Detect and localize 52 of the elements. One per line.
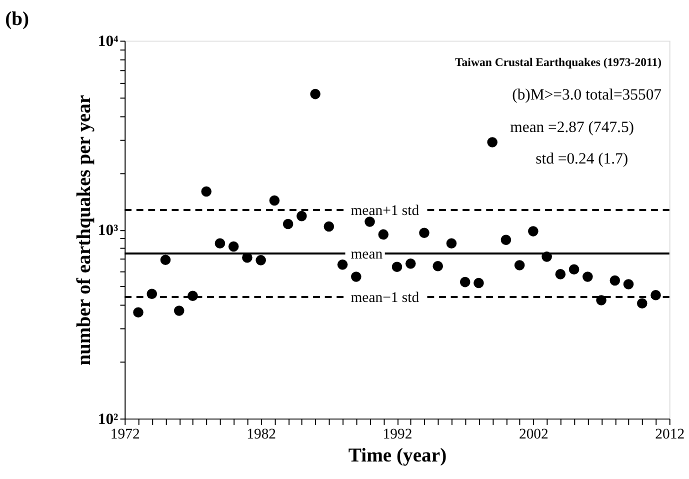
annotation: (b)M>=3.0 total=35507 xyxy=(512,86,662,104)
x-axis-title: Time (year) xyxy=(348,445,447,466)
point xyxy=(474,278,484,288)
point xyxy=(160,254,171,265)
y-tick-label: 10² xyxy=(98,410,119,428)
point xyxy=(324,221,334,232)
point xyxy=(405,258,416,269)
ref-line-label: mean−1 std xyxy=(350,290,420,306)
point xyxy=(269,195,280,206)
ref-line-label: mean+1 std xyxy=(350,202,420,219)
point xyxy=(568,264,580,275)
point xyxy=(228,241,239,252)
annotation: mean =2.87 (747.5) xyxy=(510,118,634,136)
point xyxy=(378,229,389,240)
point xyxy=(460,276,470,288)
point xyxy=(419,228,430,238)
chart-title: (b) xyxy=(5,9,30,30)
point xyxy=(555,269,566,280)
point xyxy=(636,298,648,309)
x-tick-label: 2012 xyxy=(655,426,685,443)
point xyxy=(432,260,444,272)
point xyxy=(174,306,184,316)
point xyxy=(214,238,226,248)
point xyxy=(528,226,538,236)
point xyxy=(310,88,320,100)
point xyxy=(596,295,606,306)
point xyxy=(133,307,144,318)
point xyxy=(392,262,402,272)
x-tick-label: 2002 xyxy=(518,426,548,443)
point xyxy=(337,259,348,270)
x-tick-label: 1972 xyxy=(110,426,140,443)
point xyxy=(201,186,212,197)
point xyxy=(623,279,634,290)
point xyxy=(351,272,362,282)
point xyxy=(610,275,620,286)
x-tick-label: 1982 xyxy=(246,426,276,443)
x-tick-label: 1992 xyxy=(382,426,412,443)
point xyxy=(582,272,593,282)
y-tick-label: 10³ xyxy=(98,222,119,240)
point xyxy=(296,210,307,222)
point xyxy=(487,137,498,148)
point xyxy=(364,216,375,227)
point xyxy=(282,218,294,230)
annotation: std =0.24 (1.7) xyxy=(536,150,628,168)
annotation: Taiwan Crustal Earthquakes (1973-2011) xyxy=(455,56,662,70)
y-axis-title: number of earthquakes per year xyxy=(74,94,96,366)
point xyxy=(446,238,457,248)
point xyxy=(256,255,266,266)
point xyxy=(500,234,512,245)
point xyxy=(514,260,525,270)
y-tick-label: 10⁴ xyxy=(98,33,119,50)
ref-line-label: mean xyxy=(350,246,384,262)
